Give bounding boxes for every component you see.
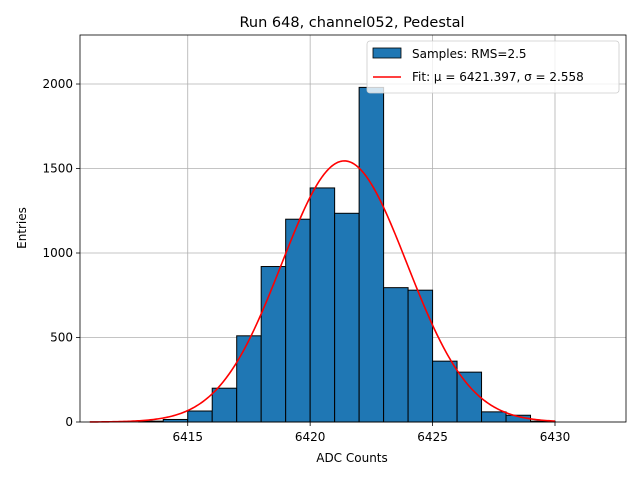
histogram-bar (456, 371, 483, 423)
histogram-bar (211, 387, 238, 423)
legend-swatch-samples (372, 47, 402, 59)
histogram-bar (358, 86, 385, 423)
y-tick-label: 0 (65, 415, 73, 429)
y-axis-ticks: 0 500 1000 1500 2000 (42, 77, 80, 429)
histogram-bar (383, 287, 409, 423)
histogram-bar (334, 212, 360, 423)
histogram-bar (407, 289, 434, 423)
histogram-bar (309, 187, 336, 423)
legend-label-samples: Samples: RMS=2.5 (412, 47, 527, 61)
x-tick-label: 6430 (540, 430, 571, 444)
histogram-bar (432, 360, 458, 423)
x-tick-label: 6425 (417, 430, 448, 444)
x-tick-label: 6415 (172, 430, 203, 444)
chart-title: Run 648, channel052, Pedestal (239, 15, 464, 31)
histogram-bar (260, 266, 287, 423)
x-axis-label: ADC Counts (316, 451, 388, 465)
x-axis-ticks: 6415 6420 6425 6430 (172, 422, 570, 444)
y-tick-label: 1000 (42, 246, 73, 260)
histogram-bar (236, 335, 262, 423)
legend: Samples: RMS=2.5 Fit: μ = 6421.397, σ = … (366, 40, 620, 94)
legend-label-fit: Fit: μ = 6421.397, σ = 2.558 (412, 70, 584, 84)
y-axis-label: Entries (15, 207, 29, 249)
legend-box (366, 40, 620, 94)
histogram-bars (138, 86, 556, 423)
histogram-bar (187, 410, 213, 423)
fit-curve (89, 160, 556, 423)
y-tick-label: 500 (50, 331, 73, 345)
histogram-bar (285, 218, 311, 423)
x-tick-label: 6420 (295, 430, 326, 444)
y-tick-label: 2000 (42, 77, 73, 91)
plot-frame (79, 34, 627, 423)
y-tick-label: 1500 (42, 162, 73, 176)
histogram-bar (481, 411, 507, 423)
